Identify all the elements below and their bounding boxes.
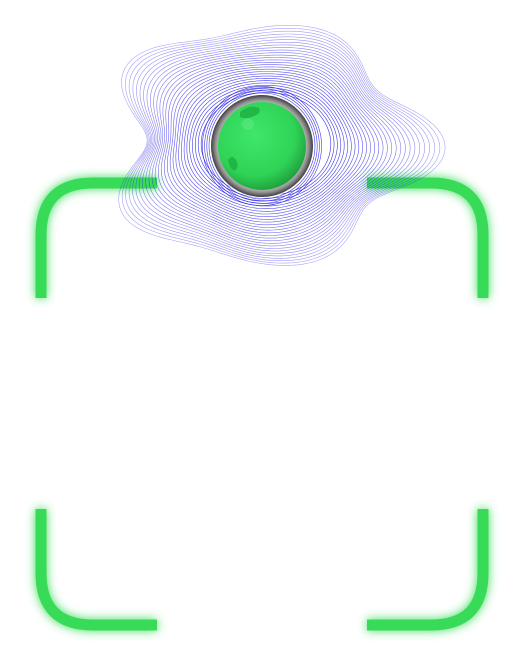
wave-ring: [148, 49, 402, 244]
orb-highlight: [242, 118, 254, 130]
wave-ring: [151, 52, 397, 242]
wave-ring: [192, 85, 342, 204]
orb-landmass: [240, 106, 260, 119]
wave-ring: [138, 42, 416, 252]
frame-corner-top-left: [35, 177, 157, 298]
wave-ring: [157, 57, 388, 236]
wave-ring: [189, 82, 345, 207]
wave-ring: [167, 64, 376, 228]
wave-ring: [208, 92, 316, 200]
wave-ring: [145, 47, 406, 247]
wave-ring: [172, 68, 367, 223]
wave-ring: [181, 75, 356, 215]
wave-ring: [186, 80, 349, 210]
wave-ring: [204, 88, 320, 204]
wave-ring: [169, 66, 371, 226]
wave-ring: [121, 28, 441, 264]
frame-corner-top-right: [367, 177, 489, 298]
frame-corner-bottom-right: [367, 509, 489, 631]
wave-ring: [128, 33, 431, 259]
wave-ring: [202, 86, 322, 206]
green-globe-icon: [211, 95, 313, 197]
wave-ring: [118, 25, 446, 266]
wave-ring: [206, 90, 318, 202]
orb-landmass: [228, 157, 238, 171]
wave-ring: [125, 30, 436, 261]
wave-ring: [175, 71, 364, 220]
wave-ring: [161, 59, 384, 234]
wave-ring: [163, 62, 380, 231]
wave-ring: [195, 87, 338, 202]
orb-body: [218, 102, 306, 190]
wave-ring: [135, 39, 421, 254]
wave-ring: [132, 36, 426, 257]
wave-ring: [197, 89, 335, 199]
wave-ring: [183, 77, 352, 212]
wave-ring: [142, 44, 411, 249]
wave-ring: [154, 54, 393, 239]
frame-corner-bottom-left: [35, 509, 157, 631]
scan-frame: [35, 177, 489, 631]
wave-ring: [178, 73, 360, 217]
